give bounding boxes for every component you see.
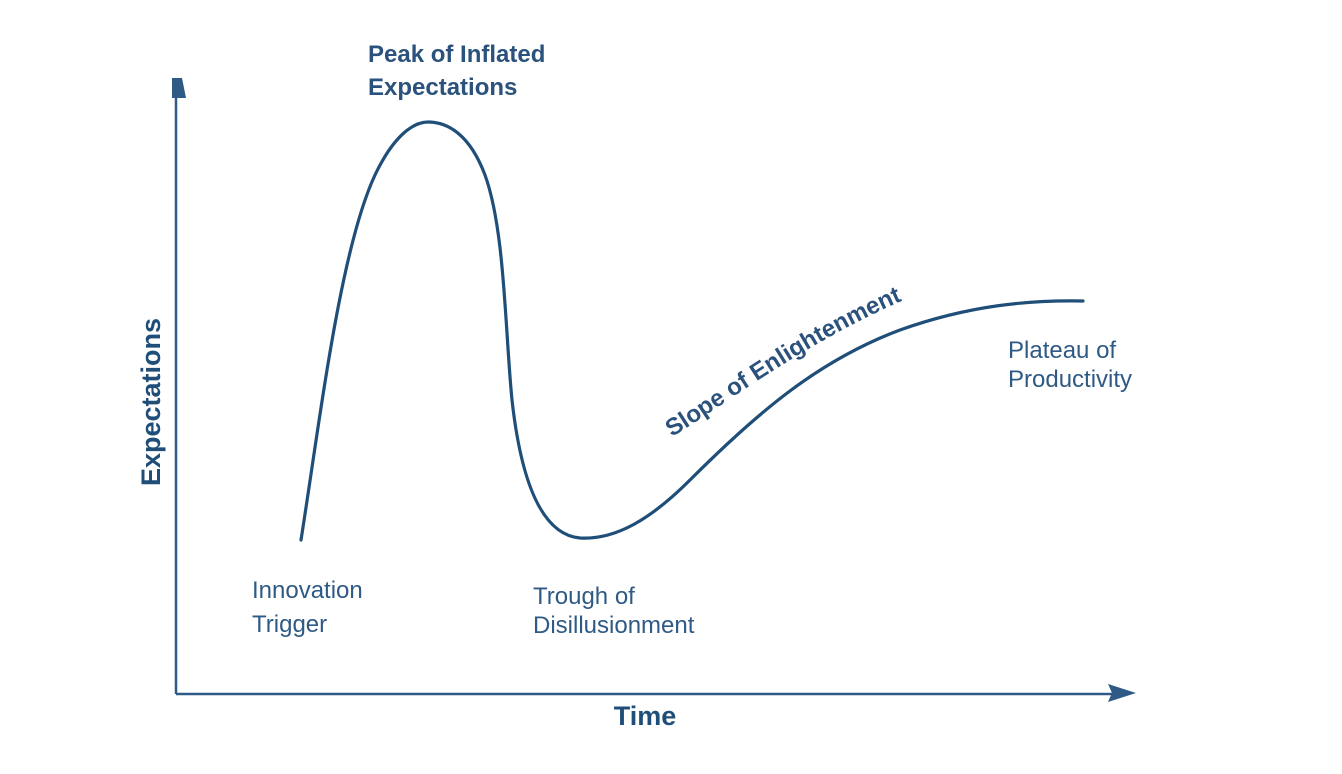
peak-label-line-2: Expectations	[368, 74, 517, 101]
innovation-trigger-label: Innovation Trigger	[252, 577, 363, 638]
plateau-label-line-1: Plateau of	[1008, 337, 1116, 364]
trough-label-line-2: Disillusionment	[533, 612, 695, 639]
peak-label-line-1: Peak of Inflated	[368, 41, 545, 68]
peak-label: Peak of Inflated Expectations	[368, 41, 545, 101]
y-axis-arrowhead	[172, 78, 186, 98]
innovation-trigger-line-2: Trigger	[252, 611, 327, 638]
trough-label-line-1: Trough of	[533, 583, 635, 610]
innovation-trigger-line-1: Innovation	[252, 577, 363, 604]
x-axis-title: Time	[614, 701, 677, 731]
hype-curve	[299, 120, 1085, 542]
x-axis-arrowhead	[1108, 684, 1136, 702]
y-axis-title: Expectations	[136, 318, 166, 486]
trough-label: Trough of Disillusionment	[533, 583, 695, 639]
slope-label-text: Slope of Enlightenment	[661, 281, 905, 442]
slope-label: Slope of Enlightenment	[661, 281, 905, 442]
plateau-label: Plateau of Productivity	[1008, 337, 1132, 393]
plateau-label-line-2: Productivity	[1008, 366, 1132, 393]
